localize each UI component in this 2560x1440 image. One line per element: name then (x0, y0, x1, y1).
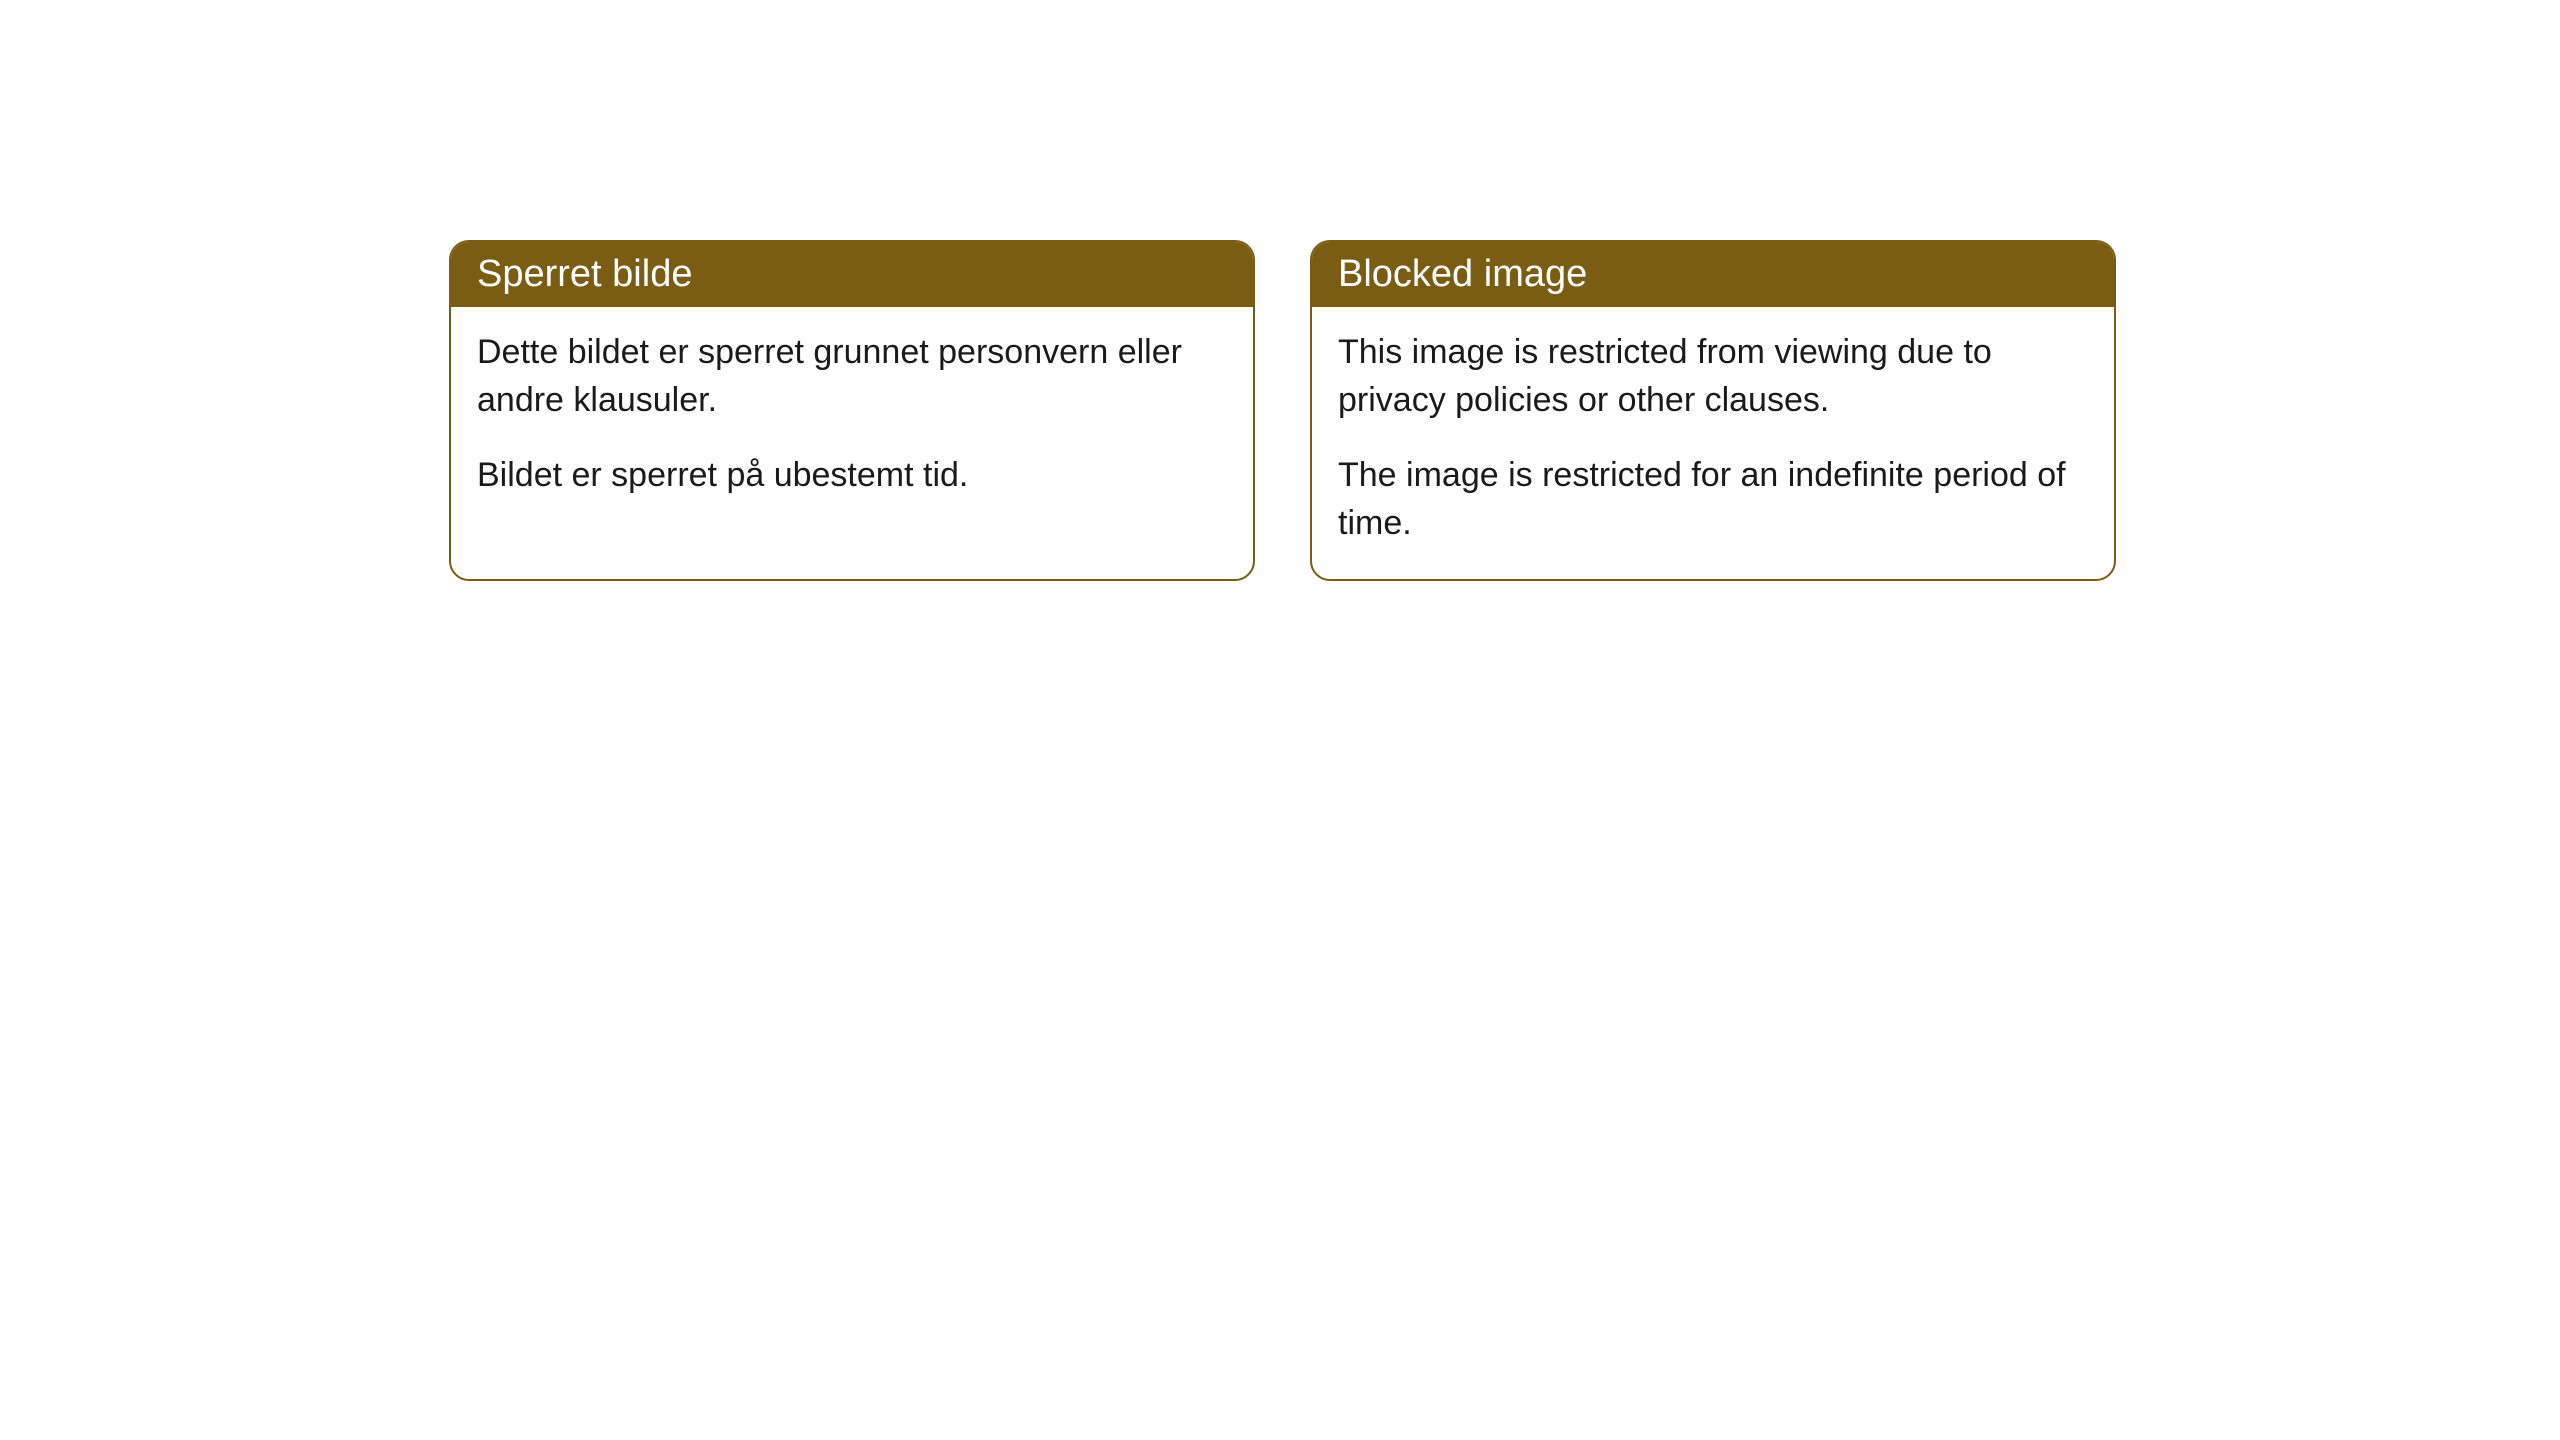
cards-container: Sperret bilde Dette bildet er sperret gr… (449, 240, 2116, 581)
card-header: Blocked image (1312, 242, 2114, 307)
card-body: Dette bildet er sperret grunnet personve… (451, 307, 1253, 579)
card-paragraph-1: Dette bildet er sperret grunnet personve… (477, 329, 1227, 424)
card-body: This image is restricted from viewing du… (1312, 307, 2114, 579)
card-paragraph-1: This image is restricted from viewing du… (1338, 329, 2088, 424)
card-header: Sperret bilde (451, 242, 1253, 307)
card-paragraph-2: The image is restricted for an indefinit… (1338, 452, 2088, 547)
blocked-image-card-norwegian: Sperret bilde Dette bildet er sperret gr… (449, 240, 1255, 581)
blocked-image-card-english: Blocked image This image is restricted f… (1310, 240, 2116, 581)
card-paragraph-2: Bildet er sperret på ubestemt tid. (477, 452, 1227, 500)
